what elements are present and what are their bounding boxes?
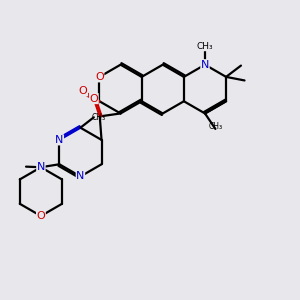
Text: N: N — [76, 172, 85, 182]
Text: N: N — [201, 60, 209, 70]
Text: CH₃: CH₃ — [208, 122, 223, 131]
Text: O: O — [79, 86, 88, 96]
Text: N: N — [37, 162, 45, 172]
Text: O: O — [95, 72, 104, 82]
Text: O: O — [89, 94, 98, 103]
Text: CH₃: CH₃ — [197, 42, 213, 51]
Text: N: N — [55, 135, 64, 145]
Text: CH₃: CH₃ — [91, 113, 105, 122]
Text: O: O — [37, 211, 45, 221]
